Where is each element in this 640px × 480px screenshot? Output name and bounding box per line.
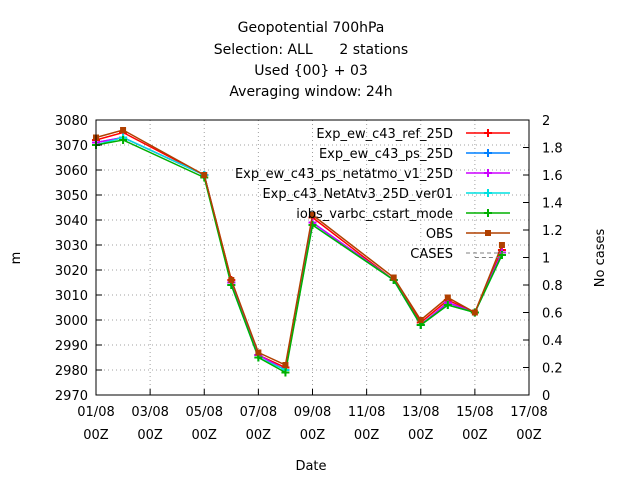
data-point bbox=[282, 362, 289, 368]
legend-entry: Exp_c43_NetAtv3_25D_ver01 bbox=[262, 187, 510, 202]
y-tick-label: 2970 bbox=[55, 389, 88, 404]
y2-tick-label: 0.6 bbox=[542, 307, 563, 322]
legend-label: Exp_ew_c43_ps_25D bbox=[319, 147, 453, 162]
x-tick-label-date: 13/08 bbox=[402, 405, 439, 420]
data-point bbox=[119, 136, 128, 144]
x-tick-label-date: 11/08 bbox=[348, 405, 385, 420]
y-tick-label: 3000 bbox=[55, 314, 88, 329]
data-point bbox=[120, 127, 127, 133]
x-axis-label: Date bbox=[295, 459, 326, 474]
x-tick-label-date: 03/08 bbox=[131, 405, 168, 420]
data-point bbox=[390, 274, 397, 281]
legend-marker bbox=[484, 149, 492, 157]
x-tick-label-hour: 00Z bbox=[137, 428, 163, 443]
y-axis-label: m bbox=[9, 252, 24, 265]
y-tick-label: 3060 bbox=[55, 164, 88, 179]
y-tick-label: 3020 bbox=[55, 264, 88, 279]
legend-marker bbox=[484, 209, 492, 217]
y2-tick-label: 1.6 bbox=[542, 169, 563, 184]
title-line-2: Selection: ALL 2 stations bbox=[214, 42, 408, 58]
legend-entry: iobs_varbc_cstart_mode bbox=[296, 207, 510, 222]
x-tick-label-hour: 00Z bbox=[354, 428, 380, 443]
legend-marker bbox=[484, 169, 492, 177]
x-tick-label-hour: 00Z bbox=[83, 428, 109, 443]
data-point bbox=[228, 277, 235, 283]
data-point bbox=[309, 212, 316, 218]
x-tick-label-date: 07/08 bbox=[240, 405, 277, 420]
data-point bbox=[281, 368, 290, 377]
legend-label: Exp_ew_c43_ref_25D bbox=[316, 127, 453, 142]
y2-axis-ticks: 0 0.2 0.4 0.6 0.8 1 1.2 1.4 1.6 1.8 2 bbox=[523, 114, 563, 404]
x-tick-label-date: 01/08 bbox=[77, 405, 114, 420]
x-tick-label-date: 05/08 bbox=[186, 405, 223, 420]
x-tick-label-date: 09/08 bbox=[294, 405, 331, 420]
y-tick-label: 3080 bbox=[55, 114, 88, 129]
grid bbox=[96, 120, 529, 395]
data-point bbox=[444, 294, 451, 301]
x-tick-label-hour: 00Z bbox=[192, 428, 218, 443]
data-point bbox=[201, 172, 208, 178]
x-axis-ticks: 01/08 00Z 03/08 00Z 05/08 00Z 07/08 00Z 09/08 00Z… bbox=[77, 389, 548, 443]
y2-tick-label: 0.2 bbox=[542, 362, 563, 377]
x-tick-label-hour: 00Z bbox=[300, 428, 326, 443]
data-point bbox=[308, 221, 317, 229]
y-tick-label: 3030 bbox=[55, 239, 88, 254]
plot-frame bbox=[95, 119, 530, 396]
series-line bbox=[95, 139, 503, 374]
y2-tick-label: 2 bbox=[542, 114, 550, 129]
data-point bbox=[498, 242, 505, 248]
x-tick-label-hour: 00Z bbox=[408, 428, 434, 443]
legend-entry: OBS bbox=[426, 227, 510, 242]
y-tick-label: 2990 bbox=[55, 339, 88, 354]
data-point bbox=[417, 317, 424, 323]
x-tick-label-hour: 00Z bbox=[462, 428, 488, 443]
legend-marker bbox=[484, 129, 492, 137]
y2-tick-label: 0.4 bbox=[542, 334, 563, 349]
y2-tick-label: 1.4 bbox=[542, 197, 563, 212]
y2-tick-label: 0 bbox=[542, 389, 550, 404]
x-tick-label-date: 17/08 bbox=[510, 405, 547, 420]
legend-label: OBS bbox=[426, 227, 453, 242]
y-axis-ticks: 2970 2980 2990 3000 3010 3020 3030 3040 3050 3060… bbox=[55, 114, 102, 404]
legend-entry: CASES bbox=[410, 247, 510, 262]
series-layer bbox=[92, 127, 506, 377]
legend-label: Exp_ew_c43_ps_netatmo_v1_25D bbox=[235, 167, 453, 182]
legend-entry: Exp_ew_c43_ps_netatmo_v1_25D bbox=[235, 167, 510, 182]
legend-entry: Exp_ew_c43_ref_25D bbox=[316, 127, 510, 142]
legend-label: CASES bbox=[410, 247, 453, 262]
legend-label: iobs_varbc_cstart_mode bbox=[296, 207, 453, 222]
y-tick-label: 3010 bbox=[55, 289, 88, 304]
y2-tick-label: 0.8 bbox=[542, 279, 563, 294]
x-tick-label-hour: 00Z bbox=[516, 428, 542, 443]
y-tick-label: 3040 bbox=[55, 214, 88, 229]
y2-tick-label: 1.8 bbox=[542, 142, 563, 157]
x-tick-label-date: 15/08 bbox=[456, 405, 493, 420]
data-point bbox=[471, 309, 478, 316]
y2-tick-label: 1 bbox=[542, 252, 550, 267]
legend: Exp_ew_c43_ref_25D Exp_ew_c43_ps_25D Exp_e… bbox=[235, 127, 510, 262]
title-line-1: Geopotential 700hPa bbox=[238, 20, 385, 36]
title-line-4: Averaging window: 24h bbox=[229, 84, 392, 100]
legend-entry: Exp_ew_c43_ps_25D bbox=[319, 147, 510, 162]
y-tick-label: 3050 bbox=[55, 189, 88, 204]
y-tick-label: 3070 bbox=[55, 139, 88, 154]
y2-axis-label: No cases bbox=[593, 229, 608, 288]
legend-marker bbox=[485, 230, 491, 236]
chart-title: Geopotential 700hPa Selection: ALL 2 sta… bbox=[214, 20, 408, 100]
legend-label: Exp_c43_NetAtv3_25D_ver01 bbox=[262, 187, 453, 202]
series-5 bbox=[93, 127, 505, 368]
title-line-3: Used {00} + 03 bbox=[254, 63, 368, 79]
x-tick-label-hour: 00Z bbox=[246, 428, 272, 443]
y2-tick-label: 1.2 bbox=[542, 224, 563, 239]
y-tick-label: 2980 bbox=[55, 364, 88, 379]
data-point bbox=[443, 301, 452, 309]
data-point bbox=[255, 349, 262, 356]
series-line bbox=[95, 129, 503, 367]
legend-marker bbox=[484, 189, 492, 197]
data-point bbox=[497, 251, 506, 259]
